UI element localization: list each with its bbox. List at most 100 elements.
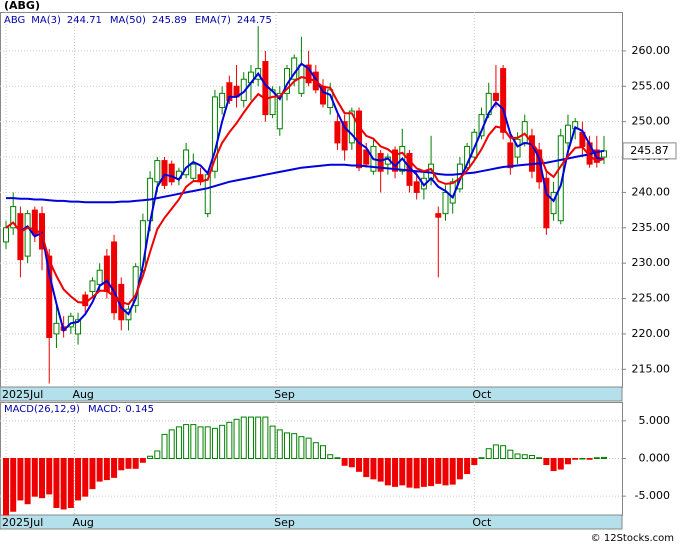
macd-bar xyxy=(46,458,53,495)
candle-body xyxy=(53,322,60,335)
macd-bar xyxy=(240,416,247,460)
macd-bar xyxy=(269,425,276,459)
candle-body xyxy=(75,319,82,335)
macd-bar xyxy=(226,421,233,459)
macd-bar xyxy=(464,458,471,475)
macd-bar xyxy=(17,458,24,501)
macd-bar xyxy=(363,458,370,478)
candle-body xyxy=(550,191,557,215)
candle-body xyxy=(10,206,17,229)
candle-body xyxy=(24,213,31,257)
macd-bar xyxy=(219,424,226,459)
candle-body xyxy=(392,149,399,172)
candle-body xyxy=(211,96,218,172)
macd-bar xyxy=(3,458,9,516)
date-band xyxy=(0,514,623,530)
macd-bar xyxy=(89,458,96,490)
macd-bar xyxy=(247,416,254,460)
macd-bar xyxy=(75,458,82,501)
legend-value: 0.145 xyxy=(125,404,154,415)
macd-bar xyxy=(154,450,161,460)
candle-body xyxy=(262,61,269,116)
candle-body xyxy=(377,153,384,172)
x-tick-label: 2025Jul xyxy=(2,388,43,401)
macd-bar xyxy=(579,458,586,460)
macd-bar xyxy=(60,458,67,510)
y-tick-label: 5.000 xyxy=(639,414,671,427)
macd-bar xyxy=(514,453,521,460)
candle-body xyxy=(492,92,499,101)
macd-bar xyxy=(24,458,31,505)
macd-bar xyxy=(262,416,269,460)
candle-body xyxy=(111,241,118,314)
macd-bar xyxy=(305,437,312,460)
macd-bar xyxy=(31,458,38,497)
x-tick-label: Oct xyxy=(472,516,492,529)
macd-bar xyxy=(536,457,543,460)
candle-body xyxy=(543,177,550,229)
macd-bar xyxy=(586,458,593,460)
macd-bar xyxy=(53,458,60,508)
macd-bar xyxy=(327,454,334,460)
candle-body xyxy=(442,191,449,215)
macd-bar xyxy=(291,433,298,460)
legend-name: MACD: xyxy=(88,404,121,415)
macd-bar xyxy=(39,458,46,499)
macd-bar xyxy=(312,442,319,459)
macd-bar xyxy=(168,429,175,459)
y-tick-label: 230.00 xyxy=(632,256,671,269)
chart-title: MACD(26,12,9) xyxy=(4,404,80,415)
macd-bar xyxy=(492,444,499,460)
y-tick-label: 0.000 xyxy=(639,452,671,465)
macd-bar xyxy=(521,454,528,460)
macd-bar xyxy=(298,436,305,459)
candle-body xyxy=(334,121,341,144)
candle-body xyxy=(276,92,283,130)
macd-bar xyxy=(197,426,204,459)
legend-name: MA(50) xyxy=(110,15,146,26)
macd-bar xyxy=(528,454,535,459)
candle-body xyxy=(348,110,355,144)
macd-bar xyxy=(132,458,139,469)
date-band xyxy=(0,386,623,402)
macd-bar xyxy=(413,458,420,489)
candle-body xyxy=(564,124,571,144)
macd-bar xyxy=(255,416,262,460)
ma-line xyxy=(5,76,605,306)
legend-value: 244.71 xyxy=(67,15,102,26)
macd-bar xyxy=(399,458,406,486)
legend-name: MA(3) xyxy=(31,15,61,26)
macd-bar xyxy=(320,445,327,459)
macd-bar xyxy=(601,456,607,459)
candle-body xyxy=(507,142,514,169)
candle-body xyxy=(67,315,74,328)
candle-body xyxy=(226,82,233,101)
candle-body xyxy=(17,213,24,261)
macd-bar xyxy=(406,458,413,488)
y-tick-label: 255.00 xyxy=(632,79,671,92)
x-tick-label: Aug xyxy=(72,516,93,529)
y-tick-label: 260.00 xyxy=(632,44,671,57)
last-price: 245.87 xyxy=(630,144,669,157)
candle-body xyxy=(103,255,110,292)
macd-bar xyxy=(211,427,218,460)
candle-body xyxy=(413,181,420,193)
ticker: ABG xyxy=(4,15,25,26)
candle-body xyxy=(435,213,442,218)
candle-body xyxy=(96,269,103,285)
candle-body xyxy=(514,138,521,158)
macd-bar xyxy=(161,433,168,460)
macd-bar xyxy=(67,458,74,508)
ma-line xyxy=(6,149,605,204)
macd-bar xyxy=(428,458,435,487)
candle-body xyxy=(341,121,348,151)
macd-bar xyxy=(139,458,146,463)
macd-bar xyxy=(183,424,190,460)
macd-bar xyxy=(370,458,377,480)
x-tick-label: Sep xyxy=(274,388,295,401)
candle-body xyxy=(528,135,535,172)
macd-bar xyxy=(449,458,456,485)
candle-body xyxy=(46,255,53,338)
x-tick-label: Sep xyxy=(274,516,295,529)
